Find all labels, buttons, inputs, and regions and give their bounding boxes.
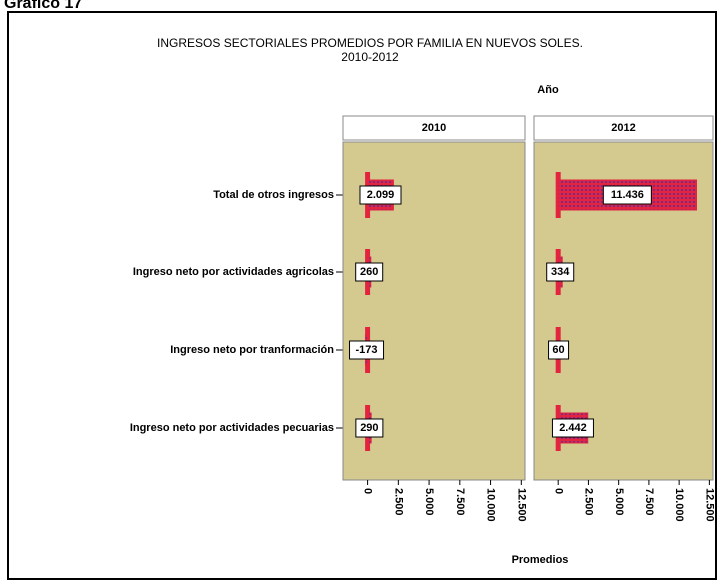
x-tick-label: 0 — [362, 488, 374, 494]
x-tick-label: 7.500 — [643, 488, 655, 516]
x-tick-label: 2.500 — [583, 488, 595, 516]
value-label-box — [359, 185, 402, 205]
value-label: 2.442 — [559, 422, 587, 434]
x-tick-label: 5.000 — [423, 488, 435, 516]
panel-header: 2012 — [611, 122, 635, 134]
x-tick-label: 12.500 — [515, 488, 527, 522]
value-label-box — [551, 418, 594, 438]
value-label: 260 — [360, 266, 378, 278]
bar — [557, 179, 698, 211]
header-strip — [342, 115, 526, 141]
category-label: Total de otros ingresos — [213, 189, 334, 201]
chart-title: INGRESOS SECTORIALES PROMEDIOS POR FAMIL… — [157, 36, 583, 50]
header-strip — [533, 115, 714, 141]
x-tick-label: 10.000 — [485, 488, 497, 522]
value-label-box — [546, 262, 575, 282]
value-label-box — [602, 185, 652, 205]
x-tick-label: 12.500 — [703, 488, 715, 522]
category-label: Ingreso neto por tranformación — [170, 344, 334, 356]
x-tick-label: 7.500 — [454, 488, 466, 516]
x-tick-label: 2.500 — [392, 488, 404, 516]
value-label-box — [548, 340, 570, 360]
value-label-box — [349, 340, 385, 360]
value-label: 11.436 — [611, 189, 644, 201]
value-label: 2.099 — [367, 189, 395, 201]
value-label: -173 — [356, 344, 378, 356]
x-tick-label: 5.000 — [613, 488, 625, 516]
x-tick-label: 10.000 — [673, 488, 685, 522]
category-label: Ingreso neto por actividades agricolas — [133, 266, 334, 278]
value-label: 60 — [552, 344, 564, 356]
value-label-box — [355, 418, 384, 438]
figure-label: Gráfico 17 — [4, 0, 82, 12]
value-label-box — [355, 262, 384, 282]
facet-label: Año — [537, 84, 559, 96]
category-label: Ingreso neto por actividades pecuarias — [130, 422, 334, 434]
value-label: 334 — [551, 266, 570, 278]
chart-subtitle: 2010-2012 — [341, 50, 399, 64]
value-label: 290 — [360, 422, 378, 434]
x-axis-label: Promedios — [512, 554, 569, 566]
panel-header: 2010 — [422, 122, 446, 134]
x-tick-label: 0 — [552, 488, 564, 494]
